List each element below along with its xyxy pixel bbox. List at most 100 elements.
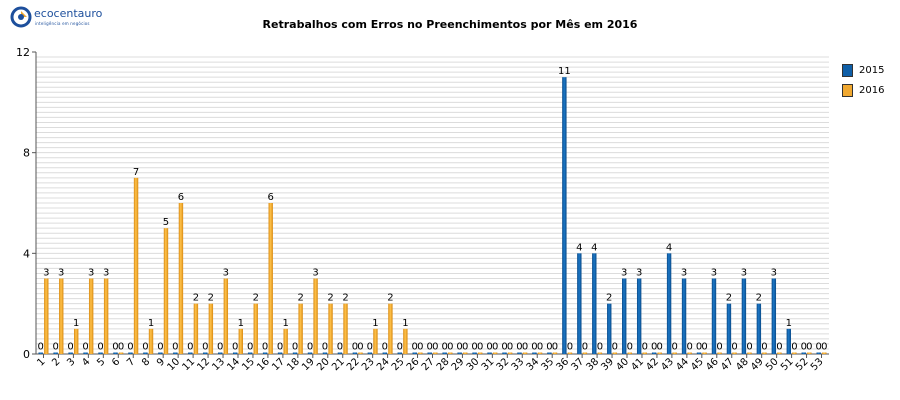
bar-2016-19 <box>313 278 318 354</box>
bar-2016-5 <box>103 278 109 354</box>
bar-2016-33 <box>522 352 528 354</box>
data-label: 0 <box>462 342 468 353</box>
bar-2015-14 <box>232 352 238 354</box>
data-label: 2 <box>297 293 303 304</box>
data-label: 0 <box>657 342 663 353</box>
data-label: 0 <box>701 342 707 353</box>
logo-brand: ecocentauro <box>34 7 103 20</box>
bar-2015-22 <box>352 352 358 354</box>
bar-2015-53 <box>816 352 821 354</box>
bar-2016-52 <box>807 352 812 354</box>
bar-2015-13 <box>218 352 223 354</box>
data-label: 0 <box>67 342 73 353</box>
bar-2016-42 <box>657 352 662 354</box>
data-label: 0 <box>821 342 827 353</box>
data-label: 0 <box>157 342 163 353</box>
data-label: 0 <box>357 342 363 353</box>
bar-2015-15 <box>247 352 253 354</box>
bar-2015-47 <box>726 303 732 354</box>
data-label: 0 <box>52 342 58 353</box>
bar-2015-45 <box>696 352 702 354</box>
data-label: 2 <box>387 293 393 304</box>
data-label: 0 <box>801 342 807 353</box>
legend: 2015 2016 <box>842 60 884 100</box>
bar-2015-36 <box>562 77 567 355</box>
bar-2016-20 <box>328 303 333 354</box>
bar-2016-7 <box>133 177 139 354</box>
data-label: 1 <box>402 318 408 329</box>
data-label: 0 <box>612 342 618 353</box>
data-label: 3 <box>58 268 64 279</box>
bar-2015-28 <box>442 352 447 354</box>
data-label: 3 <box>621 268 627 279</box>
data-label: 3 <box>681 268 687 279</box>
data-label: 0 <box>417 342 423 353</box>
x-tick-label: 6 <box>110 356 122 368</box>
bar-2015-43 <box>666 253 672 354</box>
data-label: 0 <box>746 342 752 353</box>
data-label: 2 <box>208 293 214 304</box>
bar-2016-25 <box>403 328 408 354</box>
bar-2015-49 <box>756 303 762 354</box>
data-label: 0 <box>397 342 403 353</box>
bar-2015-27 <box>427 352 432 354</box>
chart-title: Retrabalhos com Erros no Preenchimentos … <box>262 18 638 31</box>
data-label: 3 <box>223 268 229 279</box>
data-label: 1 <box>372 318 378 329</box>
bar-2016-53 <box>822 352 827 354</box>
data-label: 0 <box>477 342 483 353</box>
bar-2016-30 <box>477 352 483 354</box>
bar-2016-10 <box>178 203 184 354</box>
data-label: 2 <box>342 293 348 304</box>
bar-2015-35 <box>547 352 552 354</box>
bar-2015-6 <box>113 352 118 354</box>
data-label: 1 <box>148 318 154 329</box>
bar-2016-18 <box>298 303 303 354</box>
bar-2016-44 <box>687 352 692 354</box>
bar-2015-48 <box>741 278 747 354</box>
bar-2016-15 <box>253 303 258 354</box>
data-label: 0 <box>567 342 573 353</box>
bar-2015-3 <box>68 352 73 354</box>
data-label: 6 <box>268 192 274 203</box>
data-label: 2 <box>726 293 732 304</box>
bar-2016-46 <box>717 352 722 354</box>
bar-2016-22 <box>358 352 363 354</box>
data-label: 0 <box>217 342 223 353</box>
y-tick-label: 12 <box>16 46 30 59</box>
bar-2015-10 <box>173 352 178 354</box>
x-tick-label: 1 <box>35 356 47 368</box>
data-label: 0 <box>806 342 812 353</box>
bar-2015-31 <box>487 352 492 354</box>
data-label: 0 <box>352 342 358 353</box>
bar-2016-24 <box>388 303 393 354</box>
data-label: 0 <box>716 342 722 353</box>
bar-2016-37 <box>582 352 588 354</box>
x-tick-label: 53 <box>809 356 826 373</box>
bar-2015-50 <box>771 278 777 354</box>
logo-icon <box>10 6 32 28</box>
data-label: 0 <box>292 342 298 353</box>
data-label: 0 <box>731 342 737 353</box>
data-label: 0 <box>262 342 268 353</box>
data-label: 1 <box>786 318 792 329</box>
bar-2015-52 <box>801 352 806 354</box>
bar-2016-29 <box>463 352 468 354</box>
data-label: 0 <box>776 342 782 353</box>
bar-2016-3 <box>74 328 79 354</box>
data-label: 0 <box>337 342 343 353</box>
bar-2015-44 <box>681 278 687 354</box>
bar-2016-12 <box>208 303 214 354</box>
data-label: 0 <box>546 342 552 353</box>
data-label: 2 <box>253 293 259 304</box>
data-label: 0 <box>118 342 124 353</box>
data-label: 11 <box>558 66 571 77</box>
y-tick-label: 0 <box>23 348 30 361</box>
bar-2015-12 <box>203 352 208 354</box>
data-label: 0 <box>582 342 588 353</box>
data-label: 3 <box>636 268 642 279</box>
data-label: 0 <box>531 342 537 353</box>
y-tick-label: 8 <box>23 147 30 160</box>
bar-2016-4 <box>88 278 94 354</box>
bar-2015-24 <box>382 352 388 354</box>
